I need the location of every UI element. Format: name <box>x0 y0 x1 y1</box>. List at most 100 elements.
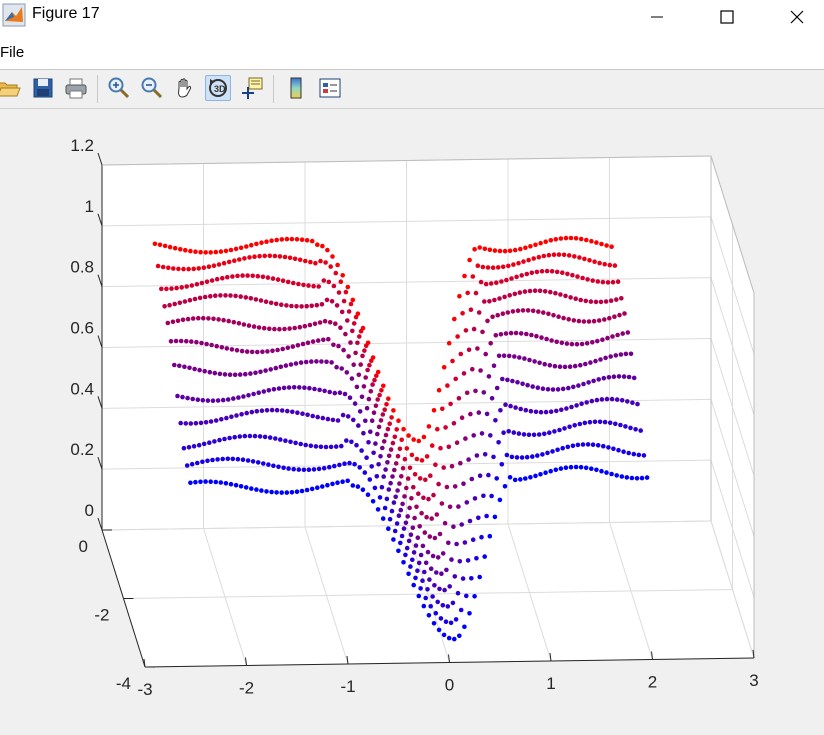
data-point <box>615 332 620 338</box>
maximize-button[interactable] <box>704 0 750 34</box>
data-point <box>433 462 438 468</box>
data-point <box>623 351 629 357</box>
data-point <box>287 255 293 261</box>
data-point <box>548 238 554 243</box>
data-point <box>383 467 388 472</box>
print-button[interactable] <box>63 75 89 101</box>
tick-labels: -3 -2 -1 0 1 2 3 0 -2 -4 0 0.2 0.4 0.6 0.8 1 1.2 <box>70 136 758 699</box>
data-point <box>246 393 251 398</box>
data-point <box>507 248 513 254</box>
data-point <box>223 481 229 486</box>
menu-file[interactable]: File <box>0 44 25 61</box>
data-point <box>209 278 215 283</box>
data-point <box>314 302 320 308</box>
rotate-3d-button[interactable]: 3D <box>205 75 231 101</box>
close-button[interactable] <box>774 0 820 34</box>
data-point <box>472 594 477 599</box>
data-point <box>504 452 510 458</box>
data-point <box>462 273 467 279</box>
data-point <box>284 490 290 495</box>
data-point <box>309 303 315 309</box>
data-point <box>515 308 521 313</box>
data-point <box>258 298 264 303</box>
data-point <box>573 464 579 470</box>
data-point <box>426 613 432 618</box>
data-point <box>577 255 582 260</box>
data-point <box>572 254 577 259</box>
data-point <box>239 348 245 354</box>
save-button[interactable] <box>30 75 56 101</box>
data-point <box>289 303 294 309</box>
scatter3-plot[interactable]: -3 -2 -1 0 1 2 3 0 -2 -4 0 0.2 0.4 0.6 0.8 1 1.2 <box>0 108 824 730</box>
data-point <box>613 353 619 358</box>
open-button[interactable] <box>0 75 22 101</box>
data-point <box>534 269 540 275</box>
data-point <box>514 274 519 280</box>
data-point <box>521 259 526 264</box>
legend-button[interactable] <box>317 75 343 101</box>
data-point <box>477 574 483 580</box>
data-point <box>616 447 621 453</box>
data-point <box>279 408 285 413</box>
data-point <box>539 269 545 274</box>
data-point <box>389 415 394 420</box>
data-point <box>319 359 324 364</box>
data-point <box>243 295 249 300</box>
data-point <box>621 374 627 379</box>
data-point <box>533 473 538 479</box>
data-point <box>506 353 512 359</box>
data-point <box>390 474 395 479</box>
data-point <box>443 425 448 430</box>
data-point <box>313 444 319 449</box>
data-point <box>471 433 477 438</box>
data-point <box>318 258 323 264</box>
data-point <box>604 396 610 402</box>
data-point <box>630 400 635 406</box>
data-point <box>448 401 453 407</box>
data-point <box>465 558 471 563</box>
data-point <box>351 417 356 423</box>
data-point <box>470 366 475 372</box>
data-cursor-button[interactable] <box>239 75 265 101</box>
data-point <box>403 520 409 526</box>
data-point <box>576 383 581 388</box>
data-point <box>249 486 254 491</box>
data-point <box>204 279 210 284</box>
data-point <box>295 410 300 416</box>
data-point <box>224 415 229 421</box>
grid-line <box>710 399 755 537</box>
grid-line <box>710 338 755 476</box>
colorbar-button[interactable] <box>283 75 309 101</box>
data-point <box>427 577 432 582</box>
data-point <box>581 319 587 324</box>
data-point <box>392 434 398 440</box>
axes-area[interactable]: -3 -2 -1 0 1 2 3 0 -2 -4 0 0.2 0.4 0.6 0.8 1 1.2 <box>0 108 824 730</box>
zoom-in-button[interactable] <box>106 75 132 101</box>
data-point <box>569 341 575 347</box>
data-point <box>285 408 290 414</box>
data-point <box>595 279 601 284</box>
data-point <box>321 465 327 471</box>
data-point <box>298 360 304 365</box>
data-point <box>323 444 329 450</box>
data-point <box>596 318 602 323</box>
data-point <box>289 236 295 242</box>
data-point <box>309 486 315 492</box>
data-point <box>198 249 203 255</box>
data-point <box>428 566 434 571</box>
data-point <box>421 603 427 609</box>
data-point <box>589 466 594 472</box>
data-point <box>285 345 291 351</box>
minimize-button[interactable] <box>634 0 680 34</box>
data-point <box>249 349 255 355</box>
data-point <box>361 430 366 436</box>
data-point <box>352 401 358 406</box>
data-point <box>319 302 325 307</box>
pan-button[interactable] <box>172 75 198 101</box>
zoom-out-button[interactable] <box>139 75 165 101</box>
data-point <box>483 281 489 287</box>
data-point <box>240 457 246 463</box>
data-point <box>179 285 184 290</box>
data-point <box>194 339 199 345</box>
data-point <box>595 443 601 448</box>
